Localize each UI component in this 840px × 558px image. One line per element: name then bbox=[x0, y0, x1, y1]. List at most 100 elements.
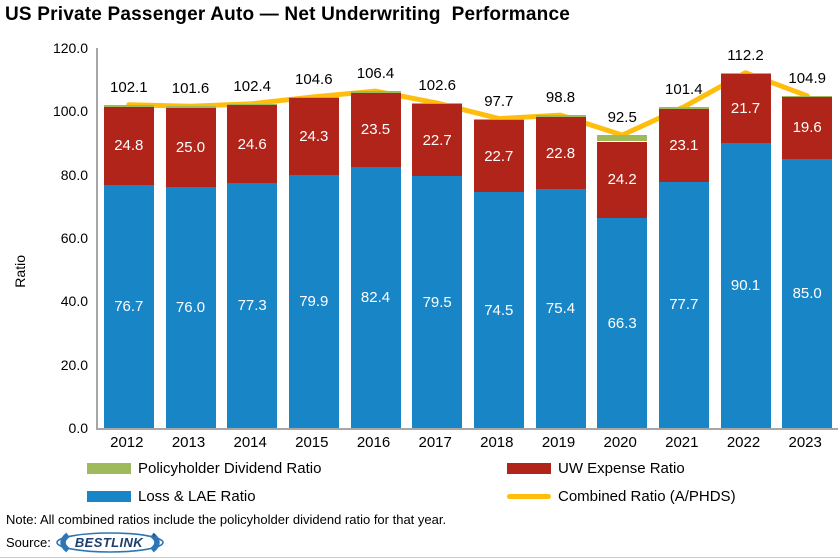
x-axis-year-label: 2013 bbox=[171, 434, 206, 451]
bar-segment-uw-expense-ratio: 24.8 bbox=[103, 106, 154, 186]
bar-value-label: 22.8 bbox=[545, 144, 576, 162]
y-axis-tick-label: 80.0 bbox=[60, 166, 88, 183]
bar-segment-policyholder-dividend-ratio bbox=[350, 91, 401, 93]
source-line: Source: BESTLINK ’ bbox=[6, 531, 166, 554]
legend-swatch-green bbox=[87, 462, 131, 474]
y-axis-tick-label: 100.0 bbox=[52, 103, 88, 120]
bar-value-label: 25.0 bbox=[175, 139, 206, 157]
bar-value-label: 76.7 bbox=[114, 298, 144, 316]
bar-segment-loss-lae-ratio: 76.7 bbox=[103, 185, 154, 428]
legend-item-uw-expense-ratio: UW Expense Ratio bbox=[507, 459, 685, 477]
chart-title: US Private Passenger Auto — Net Underwri… bbox=[5, 4, 571, 25]
bar-value-label: 24.3 bbox=[299, 128, 329, 145]
combined-ratio-value-label: 101.6 bbox=[171, 80, 210, 98]
x-axis-year-label: 2017 bbox=[418, 434, 452, 451]
bar-segment-policyholder-dividend-ratio bbox=[103, 104, 154, 107]
bar-segment-loss-lae-ratio: 77.7 bbox=[658, 181, 709, 428]
bar-value-label: 76.0 bbox=[175, 299, 206, 317]
source-label: Source: bbox=[6, 535, 51, 550]
y-axis-title: Ratio bbox=[12, 255, 28, 288]
legend-swatch-yellow-line bbox=[507, 493, 551, 499]
bar-value-label: 23.5 bbox=[360, 121, 391, 139]
legend-swatch-red bbox=[507, 462, 551, 474]
bar-segment-loss-lae-ratio: 79.5 bbox=[412, 176, 463, 428]
combined-ratio-value-label: 102.4 bbox=[233, 77, 271, 95]
bar-value-label: 66.3 bbox=[607, 314, 637, 332]
bar-segment-policyholder-dividend-ratio bbox=[165, 106, 216, 109]
legend-item-loss-lae-ratio: Loss & LAE Ratio bbox=[87, 487, 256, 505]
combined-ratio-value-label: 106.4 bbox=[356, 65, 395, 83]
y-axis-tick-label: 20.0 bbox=[60, 356, 88, 373]
bar-segment-loss-lae-ratio: 74.5 bbox=[473, 192, 524, 428]
bar-segment-loss-lae-ratio: 82.4 bbox=[350, 167, 401, 428]
combined-ratio-value-label: 102.1 bbox=[110, 78, 148, 96]
combined-ratio-value-label: 92.5 bbox=[607, 109, 637, 127]
bar-value-label: 82.4 bbox=[360, 289, 391, 307]
bar-segment-policyholder-dividend-ratio bbox=[658, 106, 709, 109]
bar-value-label: 21.7 bbox=[730, 99, 761, 117]
legend-swatch-blue bbox=[87, 490, 131, 502]
y-axis-tick-label: 60.0 bbox=[60, 230, 88, 246]
bar-segment-uw-expense-ratio: 22.7 bbox=[473, 120, 524, 193]
bar-segment-loss-lae-ratio: 90.1 bbox=[720, 142, 771, 428]
combined-ratio-value-label: 101.4 bbox=[665, 80, 703, 98]
bar-segment-uw-expense-ratio: 24.2 bbox=[597, 141, 648, 219]
legend-item-combined-ratio: Combined Ratio (A/PHDS) bbox=[507, 487, 736, 505]
bar-segment-policyholder-dividend-ratio bbox=[473, 118, 524, 121]
bar-segment-uw-expense-ratio: 19.6 bbox=[782, 96, 833, 159]
legend-label: UW Expense Ratio bbox=[558, 459, 685, 477]
bar-value-label: 22.7 bbox=[422, 131, 452, 149]
bar-value-label: 24.2 bbox=[607, 171, 637, 189]
bar-segment-loss-lae-ratio: 85.0 bbox=[782, 158, 833, 428]
combined-ratio-value-label: 97.7 bbox=[484, 92, 514, 110]
combined-ratio-value-label: 98.8 bbox=[545, 89, 576, 107]
bar-segment-loss-lae-ratio: 75.4 bbox=[535, 189, 586, 428]
bar-segment-uw-expense-ratio: 25.0 bbox=[165, 108, 216, 188]
x-axis-year-label: 2012 bbox=[110, 434, 144, 451]
legend-label: Loss & LAE Ratio bbox=[138, 487, 256, 505]
bar-segment-policyholder-dividend-ratio bbox=[412, 103, 463, 105]
bar-value-label: 79.9 bbox=[299, 293, 329, 310]
bestlink-logo-mark: ’ bbox=[152, 533, 155, 544]
bestlink-logo: BESTLINK ’ bbox=[56, 532, 164, 553]
legend-label: Policyholder Dividend Ratio bbox=[138, 459, 322, 477]
bar-value-label: 24.8 bbox=[114, 137, 144, 155]
bar-segment-uw-expense-ratio: 23.5 bbox=[350, 92, 401, 168]
x-axis-year-label: 2021 bbox=[665, 434, 699, 451]
bar-value-label: 77.3 bbox=[237, 297, 267, 315]
legend-item-policyholder-dividend-ratio: Policyholder Dividend Ratio bbox=[87, 459, 321, 477]
bar-segment-policyholder-dividend-ratio bbox=[288, 96, 339, 98]
bar-segment-loss-lae-ratio: 79.9 bbox=[288, 175, 339, 428]
bar-segment-uw-expense-ratio: 22.7 bbox=[412, 104, 463, 177]
bar-segment-policyholder-dividend-ratio bbox=[227, 103, 278, 106]
combined-ratio-value-label: 104.6 bbox=[295, 70, 333, 88]
x-axis-year-label: 2016 bbox=[356, 434, 391, 451]
x-axis-year-label: 2019 bbox=[541, 434, 576, 451]
bar-segment-policyholder-dividend-ratio bbox=[720, 72, 771, 74]
x-axis-year-label: 2020 bbox=[603, 434, 637, 451]
bar-segment-uw-expense-ratio: 21.7 bbox=[720, 74, 771, 143]
bar-value-label: 85.0 bbox=[792, 284, 822, 302]
bestlink-logo-text: BESTLINK bbox=[75, 535, 144, 550]
bar-value-label: 22.7 bbox=[484, 147, 514, 165]
bar-segment-policyholder-dividend-ratio bbox=[535, 115, 586, 117]
bar-value-label: 74.5 bbox=[484, 301, 514, 319]
bar-segment-loss-lae-ratio: 66.3 bbox=[597, 218, 648, 428]
bar-segment-uw-expense-ratio: 24.6 bbox=[227, 105, 278, 184]
bar-value-label: 23.1 bbox=[669, 136, 699, 154]
plot-area: 76.7 24.8 102.1 76.0 25.0 101.6 77.3 24.6 102.4 7… bbox=[96, 47, 838, 430]
y-axis: 0.0 20.0 40.0 60.0 80.0 100.0 120.0 bbox=[0, 0, 88, 448]
combined-ratio-value-label: 104.9 bbox=[788, 69, 826, 87]
bar-segment-policyholder-dividend-ratio bbox=[597, 135, 648, 142]
combined-ratio-value-label: 102.6 bbox=[418, 77, 456, 95]
bar-value-label: 77.7 bbox=[669, 296, 699, 314]
x-axis-year-label: 2015 bbox=[295, 434, 329, 451]
footnote: Note: All combined ratios include the po… bbox=[6, 512, 447, 527]
bar-value-label: 19.6 bbox=[792, 119, 822, 137]
bar-segment-uw-expense-ratio: 22.8 bbox=[535, 117, 586, 190]
y-axis-tick-label: 0.0 bbox=[68, 420, 88, 436]
y-axis-tick-label: 40.0 bbox=[60, 293, 88, 310]
bar-value-label: 24.6 bbox=[237, 135, 267, 153]
x-axis-year-label: 2014 bbox=[233, 434, 267, 451]
